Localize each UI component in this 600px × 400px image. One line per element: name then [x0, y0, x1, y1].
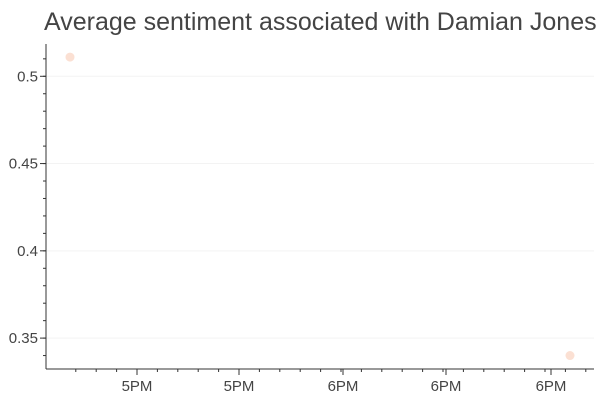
y-tick-label: 0.45 — [9, 156, 38, 173]
x-axis-ticks: 5PM 5PM 6PM 6PM 6PM — [75, 369, 587, 395]
x-tick-label: 6PM — [328, 378, 359, 395]
y-tick-label: 0.5 — [17, 68, 38, 85]
chart-title: Average sentiment associated with Damian… — [44, 8, 597, 36]
y-tick-label: 0.35 — [9, 330, 38, 347]
y-axis-ticks: 0.5 0.45 0.4 0.35 — [9, 58, 46, 357]
x-tick-label: 5PM — [122, 378, 153, 395]
x-tick-label: 6PM — [431, 378, 462, 395]
x-tick-label: 5PM — [224, 378, 255, 395]
data-point[interactable] — [65, 52, 75, 62]
y-tick-label: 0.4 — [17, 243, 38, 260]
data-point[interactable] — [565, 351, 575, 361]
plot-area — [46, 44, 594, 369]
grid — [46, 75, 594, 339]
x-tick-label: 6PM — [536, 378, 567, 395]
data-points[interactable] — [65, 52, 575, 361]
